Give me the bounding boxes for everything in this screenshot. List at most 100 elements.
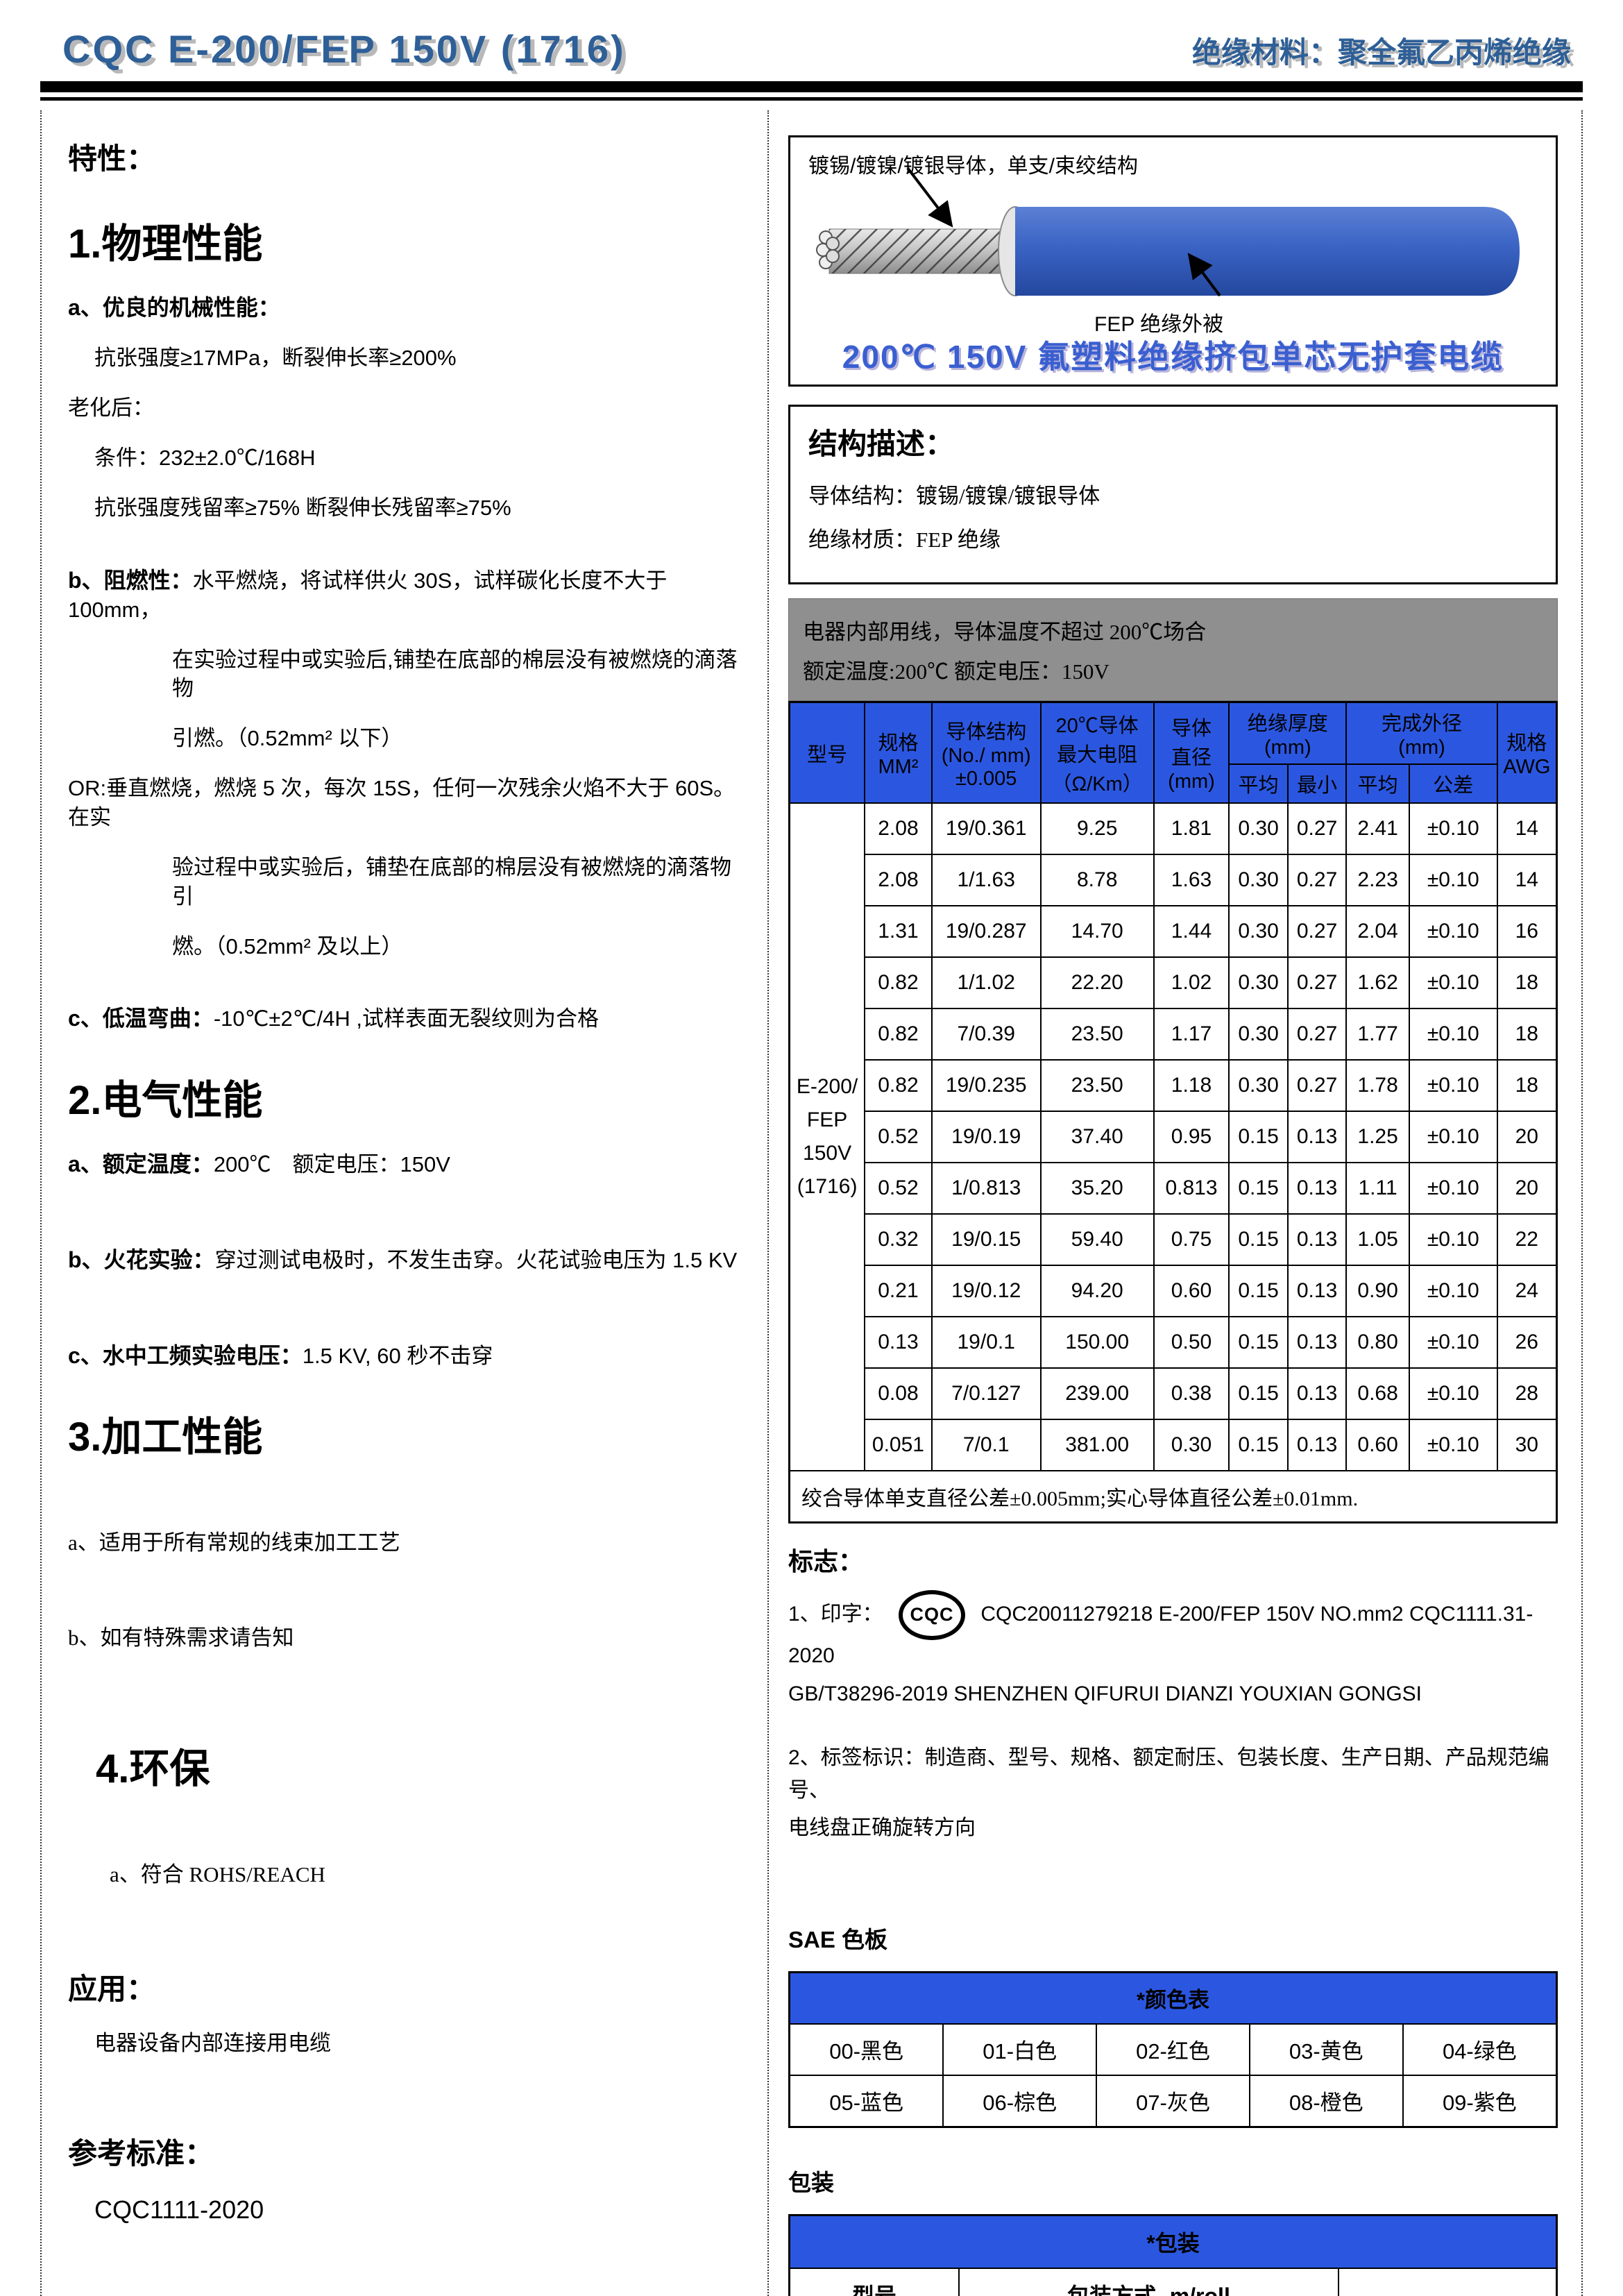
spec-cell: 0.813 [1153,1162,1230,1215]
col-outer-diameter: 完成外径 (mm) [1345,701,1498,765]
spec-cell: 0.27 [1286,854,1348,906]
spec-cell: 1.63 [1153,854,1230,906]
table-cell: 09-紫色 [1402,2074,1558,2127]
spec-cell: 59.40 [1039,1213,1155,1266]
table-cell: 05-蓝色 [788,2074,944,2127]
spec-cell: 23.50 [1039,1059,1155,1112]
processing-b: b、如有特殊需求请告知 [68,1625,294,1650]
spec-cell: ±0.10 [1408,1008,1498,1061]
spec-cell: 1.44 [1153,905,1230,958]
electrical-heading: 2.电气性能 [68,1077,263,1123]
color-table: *颜色表 00-黑色 01-白色 02-红色 03-黄色 04-绿色 05-蓝色 06-棕色… [788,1970,1558,2128]
structure-line2: 绝缘材质：FEP 绝缘 [808,527,1001,552]
table-row: 0.82 1/1.02 22.20 1.02 0.30 0.27 1.62 ±0.10 18 [790,956,1558,1009]
spec-cell: 26 [1496,1316,1558,1369]
spec-cell: 35.20 [1039,1162,1155,1215]
spec-model-cell: E-200/ FEP 150V (1716) [788,802,866,1471]
marking-item2b: 电线盘正确旋转方向 [788,1816,976,1839]
col-resistance: 20℃导体 最大电阻 （Ω/Km） [1039,701,1155,804]
table-row: 0.051 7/0.1 381.00 0.30 0.15 0.13 0.60 ±0.10 30 [790,1419,1558,1471]
flame-label: b、阻燃性： [68,567,193,593]
table-cell: 03-黄色 [1248,2023,1404,2076]
spec-cell: 1.05 [1345,1213,1410,1266]
spec-cell: 0.21 [864,1265,933,1317]
specification-table: 型号 规格 MM² 导体结构 (No./ mm) ±0.005 20℃导体 最大… [788,701,1558,1523]
application-heading: 应用： [68,1972,156,2005]
table-row: 0.82 7/0.39 23.50 1.17 0.30 0.27 1.77 ±0.10 18 [790,1008,1558,1061]
spec-cell: 0.13 [1286,1111,1348,1163]
spec-cell: 0.68 [1345,1367,1410,1420]
spec-cell: 1.81 [1153,802,1230,855]
characteristics-heading: 特性： [68,142,156,175]
col-insulation-thickness: 绝缘厚度 (mm) [1228,701,1348,765]
spec-cell: 1.25 [1345,1111,1410,1163]
spec-cell: 0.13 [1286,1213,1348,1266]
spec-cell: 0.52 [864,1162,933,1215]
packing-col-model: 型号 [788,2267,960,2296]
table-row: 绞合导体单支直径公差±0.005mm;实心导体直径公差±0.01mm. [788,1470,1558,1523]
aging-label: 老化后： [68,396,154,421]
col-ins-min: 最小 [1286,763,1348,804]
spec-cell: 0.13 [1286,1162,1348,1215]
spec-cell: ±0.10 [1408,1316,1498,1369]
usage-line1: 电器内部用线，导体温度不超过 200℃场合 [803,620,1207,644]
color-table-header: *颜色表 [788,1971,1558,2025]
table-row: 05-蓝色 06-棕色 07-灰色 08-橙色 09-紫色 [788,2074,1558,2127]
conductor-label: 镀锡/镀镍/镀银导体，单支/束绞结构 [808,155,1139,178]
cable-caption: 200℃ 150V 氟塑料绝缘挤包单芯无护套电缆 [842,339,1504,375]
col-diameter: 导体 直径 (mm) [1153,701,1230,804]
spec-cell: 0.15 [1228,1162,1289,1215]
table-row: 0.52 19/0.19 37.40 0.95 0.15 0.13 1.25 ±0.10 20 [790,1111,1558,1163]
table-row: *颜色表 [788,1971,1558,2025]
marking-section: 标志： 1、印字： CQC CQC20011279218 E-200/FEP 1… [788,1542,1558,1845]
structure-description-box: 结构描述： 导体结构：镀锡/镀镍/镀银导体 绝缘材质：FEP 绝缘 [788,405,1558,584]
spec-cell: 1.31 [864,905,933,958]
col-od-avg: 平均 [1345,763,1410,804]
application-text: 电器设备内部连接用电缆 [94,2030,331,2055]
spec-cell: 7/0.1 [931,1419,1042,1471]
spec-cell: 2.04 [1345,905,1410,958]
spec-cell: 1.17 [1153,1008,1230,1061]
spec-cell: 30 [1496,1419,1558,1471]
standard-heading: 参考标准： [68,2137,214,2170]
spec-cell: 0.27 [1286,1008,1348,1061]
spec-cell: 19/0.12 [931,1265,1042,1317]
spec-cell: 0.13 [1286,1316,1348,1369]
spec-cell: ±0.10 [1408,905,1498,958]
flame-line3: 引燃。（0.52mm² 以下） [172,726,403,751]
spark-test-text: 穿过测试电极时，不发生击穿。火花试验电压为 1.5 KV [214,1247,738,1272]
spec-cell: 0.08 [864,1367,933,1420]
spec-cell: 23.50 [1039,1008,1155,1061]
marking-item2: 2、标签标识：制造商、型号、规格、额定耐压、包装长度、生产日期、产品规范编号、 [788,1746,1549,1802]
spec-cell: 7/0.39 [931,1008,1042,1061]
spec-cell: ±0.10 [1408,1111,1498,1163]
spec-cell: 1/0.813 [931,1162,1042,1215]
marking-item1-text2: GB/T38296-2019 SHENZHEN QIFURUI DIANZI Y… [788,1682,1422,1705]
spec-cell: ±0.10 [1408,854,1498,906]
table-row: 0.21 19/0.12 94.20 0.60 0.15 0.13 0.90 ±0.10 24 [790,1265,1558,1317]
page-header: CQC E-200/FEP 150V (1716) 绝缘材料：聚全氟乙丙烯绝缘 [0,0,1623,81]
spec-cell: 0.90 [1345,1265,1410,1317]
spec-cell: 22 [1496,1213,1558,1266]
spec-cell: 0.051 [864,1419,933,1471]
spec-cell: 0.15 [1228,1111,1289,1163]
spec-cell: 1.62 [1345,956,1410,1009]
physical-heading: 1.物理性能 [68,221,263,267]
processing-heading: 3.加工性能 [68,1415,263,1460]
spec-cell: 0.15 [1228,1316,1289,1369]
table-cell: 07-灰色 [1096,2074,1250,2127]
spec-cell: ±0.10 [1408,1265,1498,1317]
rated-temp-text: 200℃ 额定电压：150V [213,1151,450,1176]
spec-cell: 0.82 [864,956,933,1009]
table-row: 0.32 19/0.15 59.40 0.75 0.15 0.13 1.05 ±0.10 22 [790,1213,1558,1266]
spec-cell: 0.27 [1286,802,1348,855]
packing-heading: 包装 [788,2169,834,2195]
spec-cell: ±0.10 [1408,1162,1498,1215]
spec-cell: 1.11 [1345,1162,1410,1215]
spec-cell: 22.20 [1039,956,1155,1009]
spec-cell: 7/0.127 [931,1367,1042,1420]
spec-cell: 19/0.235 [931,1059,1042,1112]
color-table-body: 00-黑色 01-白色 02-红色 03-黄色 04-绿色 05-蓝色 06-棕色 07-灰色… [788,2023,1558,2127]
spec-cell: 0.75 [1153,1213,1230,1266]
